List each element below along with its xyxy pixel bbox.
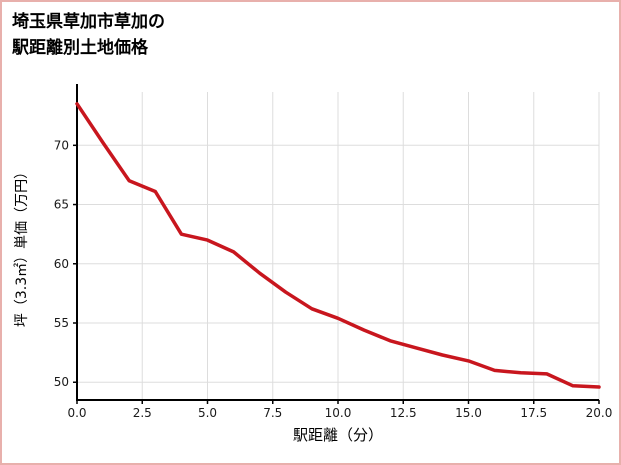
x-tick-label: 0.0 [67,406,86,420]
x-tick-label: 7.5 [263,406,282,420]
chart-title-line1: 埼玉県草加市草加の [12,12,165,32]
price-line-series [75,102,601,389]
x-tick-label: 12.5 [390,406,417,420]
y-tick-label: 60 [54,257,69,271]
x-tick-label: 20.0 [586,406,613,420]
y-tick-label: 65 [54,198,69,212]
x-tick-label: 17.5 [520,406,547,420]
x-tick-label: 5.0 [198,406,217,420]
chart-title: 埼玉県草加市草加の 駅距離別土地価格 [12,10,165,61]
y-tick-label: 70 [54,138,69,152]
chart-title-line2: 駅距離別土地価格 [12,37,148,58]
x-tick-label: 10.0 [325,406,352,420]
y-tick-label: 55 [54,316,69,330]
x-axis-label: 駅距離（分） [293,426,383,444]
x-tick-label: 15.0 [455,406,482,420]
y-axis-label: 坪（3.3㎡）単価（万円） [14,165,30,327]
x-tick-label: 2.5 [133,406,152,420]
y-tick-label: 50 [54,375,69,389]
